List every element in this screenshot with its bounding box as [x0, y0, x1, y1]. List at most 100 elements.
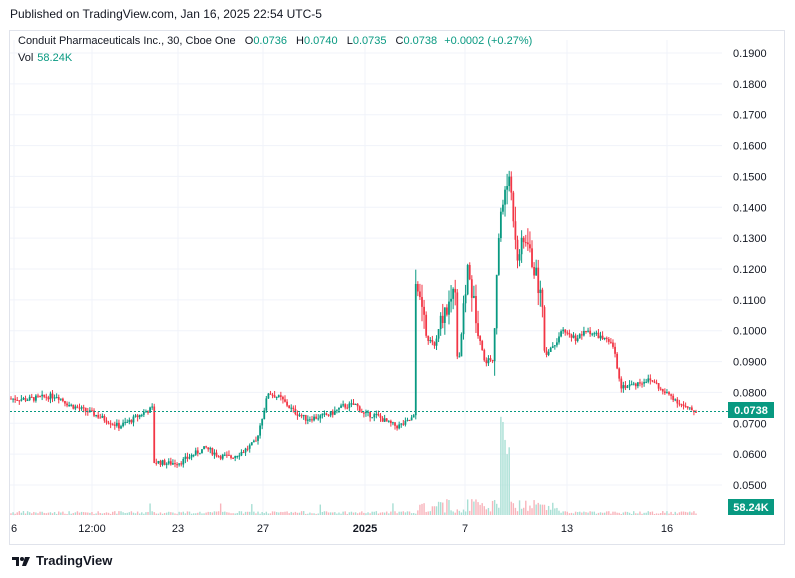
- volume-bar: [660, 513, 662, 515]
- candle-body: [545, 350, 548, 355]
- candle-body: [14, 398, 17, 400]
- volume-bar: [547, 505, 550, 515]
- volume-bar: [477, 502, 479, 515]
- candle-body: [396, 425, 398, 429]
- candle-body: [655, 382, 658, 384]
- volume-bar: [147, 511, 149, 515]
- candle-body: [215, 452, 218, 457]
- volume-bar: [340, 513, 342, 515]
- candle-body: [317, 418, 320, 420]
- volume-bar: [124, 512, 126, 515]
- volume-bar: [593, 511, 595, 515]
- volume-bar: [383, 512, 386, 515]
- candle-body: [122, 422, 124, 427]
- candle-body: [225, 454, 228, 456]
- volume-bar: [545, 510, 548, 515]
- candle-body: [576, 338, 579, 341]
- volume-bar: [284, 511, 286, 515]
- candle-body: [499, 211, 502, 239]
- volume-bar: [95, 513, 97, 515]
- volume-bar: [286, 511, 288, 515]
- y-tick-label: 0.0500: [733, 480, 767, 492]
- volume-bar: [138, 513, 141, 515]
- volume-bar: [116, 513, 118, 515]
- candle-body: [553, 345, 556, 347]
- volume-bar: [446, 499, 448, 515]
- candle-body: [533, 266, 535, 276]
- volume-bar: [564, 511, 566, 515]
- candle-body: [510, 176, 513, 193]
- candle-body: [597, 332, 600, 339]
- volume-bar: [365, 513, 367, 515]
- candle-body: [344, 404, 347, 408]
- volume-bar: [356, 513, 359, 515]
- volume-bar: [647, 511, 649, 515]
- candle-body: [475, 296, 477, 324]
- volume-bar: [693, 511, 695, 515]
- candle-body: [601, 335, 604, 340]
- symbol-name: Conduit Pharmaceuticals Inc., 30, Cboe O…: [18, 35, 236, 47]
- volume-bar: [294, 511, 297, 515]
- candle-body: [431, 340, 434, 343]
- candle-body: [531, 248, 533, 267]
- volume-bar: [537, 502, 539, 515]
- candle-body: [10, 398, 12, 400]
- volume-bar: [460, 512, 463, 515]
- volume-bar: [319, 504, 321, 515]
- candle-body: [93, 410, 95, 416]
- candle-body: [338, 407, 340, 410]
- candle-body: [493, 328, 496, 362]
- candle-body: [304, 414, 307, 421]
- tradingview-logo-icon: [12, 556, 30, 566]
- volume-bar: [510, 501, 512, 515]
- candle-body: [402, 423, 405, 425]
- volume-bar: [298, 512, 301, 515]
- close-label: C: [395, 35, 404, 47]
- volume-bar: [541, 504, 544, 515]
- volume-bar: [269, 513, 272, 515]
- tradingview-brand[interactable]: TradingView: [12, 553, 112, 568]
- volume-bar: [261, 511, 263, 515]
- candle-body: [663, 391, 666, 394]
- volume-bar: [228, 512, 230, 515]
- candle-body: [360, 411, 363, 413]
- candle-body: [543, 307, 546, 351]
- candle-body: [458, 356, 461, 358]
- candle-body: [661, 389, 664, 392]
- volume-bar: [313, 513, 315, 515]
- candle-body: [551, 346, 554, 348]
- volume-bar: [444, 512, 446, 515]
- candle-body: [580, 334, 583, 336]
- candle-body: [323, 413, 326, 415]
- volume-bar: [33, 511, 35, 515]
- volume-bar: [626, 511, 629, 515]
- candle-body: [271, 394, 274, 396]
- volume-bar: [348, 512, 351, 515]
- candle-body: [84, 407, 87, 412]
- candle-body: [228, 454, 230, 456]
- volume-bar: [280, 511, 282, 515]
- volume-bar: [238, 511, 241, 515]
- volume-bar: [242, 513, 245, 515]
- volume-bar: [344, 511, 346, 515]
- volume-bar: [201, 513, 203, 515]
- candle-body: [91, 410, 93, 412]
- open-label: O: [244, 35, 254, 47]
- candle-body: [292, 407, 295, 409]
- candle-body: [282, 396, 284, 400]
- candle-body: [142, 412, 145, 415]
- volume-bar: [599, 512, 602, 515]
- candle-body: [333, 410, 336, 415]
- volume-bar: [278, 512, 280, 515]
- candle-body: [385, 418, 388, 422]
- volume-legend: Vol 58.24K: [18, 52, 72, 64]
- volume-bar: [10, 513, 12, 515]
- volume-bar: [255, 513, 257, 515]
- candle-body: [49, 393, 52, 400]
- volume-bar: [145, 512, 147, 515]
- volume-bar: [516, 511, 519, 515]
- volume-bar: [439, 502, 442, 515]
- volume-bar: [329, 512, 332, 515]
- candle-body: [433, 342, 436, 346]
